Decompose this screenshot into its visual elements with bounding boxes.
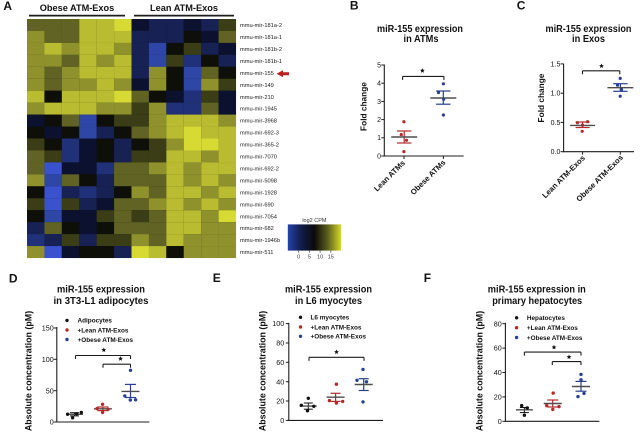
svg-text:mmu-mir-682: mmu-mir-682 xyxy=(240,226,274,232)
svg-text:mmu-mir-3968: mmu-mir-3968 xyxy=(240,119,277,125)
svg-text:Obese ATM-Exos: Obese ATM-Exos xyxy=(40,3,115,13)
svg-text:15: 15 xyxy=(328,255,334,261)
svg-text:1: 1 xyxy=(377,135,381,142)
svg-text:20: 20 xyxy=(494,393,502,402)
svg-text:Adipocytes: Adipocytes xyxy=(78,318,113,325)
svg-text:log2 CPM: log2 CPM xyxy=(302,218,327,224)
svg-text:+Obese ATM-Exos: +Obese ATM-Exos xyxy=(527,335,583,342)
svg-text:Absolute concentration (pM): Absolute concentration (pM) xyxy=(258,311,268,431)
svg-text:50: 50 xyxy=(46,386,54,395)
svg-text:100: 100 xyxy=(42,355,54,364)
svg-text:0: 0 xyxy=(297,255,300,261)
svg-text:mmu-mir-692-3: mmu-mir-692-3 xyxy=(240,131,279,137)
svg-text:10: 10 xyxy=(317,255,323,261)
svg-text:60: 60 xyxy=(276,358,284,367)
svg-text:80: 80 xyxy=(276,339,284,348)
svg-text:+Lean ATM-Exos: +Lean ATM-Exos xyxy=(311,324,362,331)
svg-text:Absolute concentration (pM): Absolute concentration (pM) xyxy=(24,311,34,431)
svg-text:mmu-mir-1946b: mmu-mir-1946b xyxy=(240,238,280,244)
svg-text:20: 20 xyxy=(276,397,284,406)
svg-text:150: 150 xyxy=(42,324,54,333)
svg-text:2: 2 xyxy=(377,117,381,124)
svg-text:mmu-mir-210: mmu-mir-210 xyxy=(240,95,274,101)
svg-text:mmu-mir-690: mmu-mir-690 xyxy=(240,202,274,208)
svg-text:mmu-mir-511: mmu-mir-511 xyxy=(240,250,273,256)
svg-text:mmu-mir-7070: mmu-mir-7070 xyxy=(240,155,277,161)
svg-text:in 3T3-L1 adipocytes: in 3T3-L1 adipocytes xyxy=(54,296,150,307)
svg-text:L6 myocytes: L6 myocytes xyxy=(311,315,350,322)
svg-text:primary hepatocytes: primary hepatocytes xyxy=(492,296,583,307)
svg-text:Hepatocytes: Hepatocytes xyxy=(527,315,565,322)
svg-text:mmu-mir-365-2: mmu-mir-365-2 xyxy=(240,143,279,149)
svg-text:mmu-mir-155: mmu-mir-155 xyxy=(240,71,274,77)
svg-text:+Obese ATM-Exos: +Obese ATM-Exos xyxy=(78,337,134,344)
svg-text:in L6 myocytes: in L6 myocytes xyxy=(295,296,363,307)
svg-text:miR-155 expression: miR-155 expression xyxy=(546,24,632,35)
svg-text:Fold change: Fold change xyxy=(536,73,546,122)
svg-text:1.5: 1.5 xyxy=(551,61,561,68)
svg-text:mmu-mir-181a-1: mmu-mir-181a-1 xyxy=(240,35,282,41)
svg-text:B: B xyxy=(350,0,359,13)
svg-text:D: D xyxy=(9,271,18,285)
svg-text:miR-155 expression in: miR-155 expression in xyxy=(488,285,586,296)
svg-text:mmu-mir-1945: mmu-mir-1945 xyxy=(240,107,277,113)
svg-text:4: 4 xyxy=(377,81,381,88)
svg-text:40: 40 xyxy=(494,368,502,377)
svg-text:miR-155 expression: miR-155 expression xyxy=(377,24,463,35)
svg-text:+Lean ATM-Exos: +Lean ATM-Exos xyxy=(78,327,129,334)
svg-text:3: 3 xyxy=(377,99,381,106)
svg-text:5: 5 xyxy=(308,255,311,261)
svg-text:mmu-mir-149: mmu-mir-149 xyxy=(240,83,274,89)
svg-text:Lean ATM-Exos: Lean ATM-Exos xyxy=(150,3,218,13)
svg-text:mmu-mir-5098: mmu-mir-5098 xyxy=(240,178,277,184)
svg-text:0: 0 xyxy=(50,418,54,427)
svg-text:mmu-mir-181b-1: mmu-mir-181b-1 xyxy=(240,59,282,65)
svg-text:miR-155 expression: miR-155 expression xyxy=(57,285,145,296)
svg-text:0: 0 xyxy=(498,417,502,426)
svg-text:0.0: 0.0 xyxy=(551,149,561,156)
svg-text:+Obese ATM-Exos: +Obese ATM-Exos xyxy=(311,334,367,341)
svg-text:A: A xyxy=(3,0,12,13)
svg-text:0: 0 xyxy=(377,153,381,160)
svg-text:in ATMs: in ATMs xyxy=(404,34,440,45)
svg-text:60: 60 xyxy=(494,344,502,353)
svg-text:mmu-mir-181a-2: mmu-mir-181a-2 xyxy=(240,23,282,29)
svg-text:+Lean ATM-Exos: +Lean ATM-Exos xyxy=(527,325,578,332)
svg-text:100: 100 xyxy=(272,319,284,328)
svg-text:40: 40 xyxy=(276,377,284,386)
svg-text:1.0: 1.0 xyxy=(551,91,561,98)
svg-text:0.5: 0.5 xyxy=(551,120,561,127)
svg-text:Absolute concentration (pM): Absolute concentration (pM) xyxy=(475,311,485,431)
svg-text:F: F xyxy=(424,271,431,285)
svg-text:mmu-mir-7054: mmu-mir-7054 xyxy=(240,214,277,220)
svg-text:mmu-mir-181b-2: mmu-mir-181b-2 xyxy=(240,47,282,53)
svg-text:80: 80 xyxy=(494,319,502,328)
svg-text:E: E xyxy=(213,271,221,285)
svg-text:Fold change: Fold change xyxy=(359,82,369,131)
svg-text:miR-155 expression: miR-155 expression xyxy=(285,285,372,296)
svg-text:mmu-mir-1928: mmu-mir-1928 xyxy=(240,190,277,196)
svg-text:0: 0 xyxy=(280,416,284,425)
svg-text:mmu-mir-692-2: mmu-mir-692-2 xyxy=(240,167,279,173)
svg-text:5: 5 xyxy=(377,62,381,69)
svg-text:C: C xyxy=(517,0,526,13)
svg-text:in Exos: in Exos xyxy=(572,34,606,45)
